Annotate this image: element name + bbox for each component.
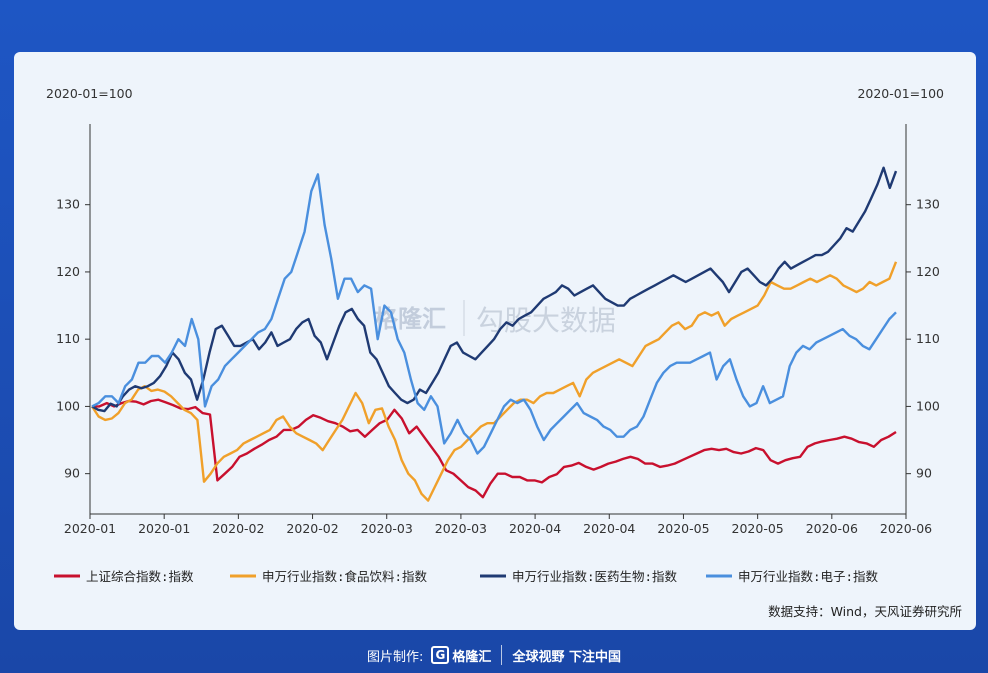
right-y-tick-label: 100	[916, 398, 940, 413]
right-y-tick-label: 110	[916, 331, 940, 346]
x-tick-label: 2020-04	[583, 521, 635, 536]
logo-g-icon: G	[431, 646, 450, 664]
footer-slogan: 全球视野 下注中国	[512, 649, 621, 665]
footer-divider	[501, 645, 503, 665]
x-tick-label: 2020-01	[64, 521, 116, 536]
legend-label-0: 上证综合指数:指数	[86, 569, 194, 584]
right-y-tick-label: 130	[916, 197, 940, 212]
x-tick-label: 2020-03	[435, 521, 487, 536]
legend-label-3: 申万行业指数:电子:指数	[738, 569, 879, 584]
x-tick-label: 2020-05	[657, 521, 709, 536]
right-y-tick-label: 120	[916, 264, 940, 279]
x-tick-label: 2020-06	[880, 521, 932, 536]
left-y-tick-label: 130	[56, 197, 80, 212]
legend-label-1: 申万行业指数:食品饮料:指数	[262, 569, 428, 584]
x-tick-label: 2020-03	[361, 521, 413, 536]
left-y-tick-label: 90	[64, 466, 80, 481]
x-tick-label: 2020-02	[286, 521, 338, 536]
series-line-3	[91, 173, 897, 455]
footer: 图片制作: G 格隆汇 全球视野 下注中国	[0, 640, 988, 670]
left-axis-unit: 2020-01=100	[46, 86, 133, 101]
footer-logo-text: 格隆汇	[452, 649, 492, 665]
x-tick-label: 2020-05	[732, 521, 784, 536]
chart-card: 2020-01=100 2020-01=100 格隆汇 勾股大数据 90 90 100 1…	[14, 52, 976, 630]
left-y-tick-label: 100	[56, 398, 80, 413]
right-y-tick-label: 90	[916, 466, 932, 481]
x-tick-label: 2020-02	[212, 521, 264, 536]
x-tick-label: 2020-04	[509, 521, 561, 536]
series-line-0	[92, 398, 897, 499]
footer-logo: G 格隆汇	[431, 646, 491, 665]
x-tick-label: 2020-01	[138, 521, 190, 536]
left-y-tick-label: 110	[56, 331, 80, 346]
watermark-brand: 格隆汇	[374, 305, 446, 333]
made-by-label: 图片制作:	[367, 649, 424, 665]
legend-label-2: 申万行业指数:医药生物:指数	[512, 569, 678, 584]
source-note: 数据支持：Wind，天风证券研究所	[768, 604, 962, 619]
series-line-1	[90, 261, 898, 502]
right-axis-unit: 2020-01=100	[857, 86, 944, 101]
x-tick-label: 2020-06	[806, 521, 858, 536]
left-y-tick-label: 120	[56, 264, 80, 279]
series-line-2	[91, 166, 898, 413]
